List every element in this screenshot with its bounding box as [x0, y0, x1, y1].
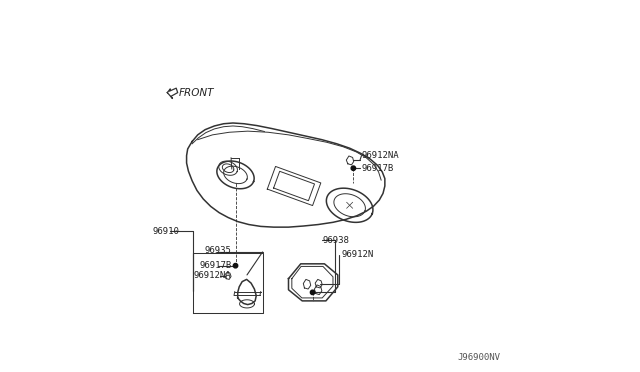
Text: 96935: 96935 [204, 246, 231, 255]
Text: 96912NA: 96912NA [362, 151, 399, 160]
Text: 96912NA: 96912NA [193, 271, 231, 280]
Text: 96910: 96910 [152, 227, 179, 236]
Text: 96938: 96938 [322, 236, 349, 245]
Text: J96900NV: J96900NV [457, 353, 500, 362]
Text: 96917B: 96917B [362, 164, 394, 173]
Circle shape [310, 290, 315, 295]
Circle shape [351, 166, 356, 170]
Text: FRONT: FRONT [179, 87, 214, 97]
Text: 96912N: 96912N [342, 250, 374, 259]
Text: 96917B: 96917B [200, 261, 232, 270]
Circle shape [233, 263, 237, 268]
